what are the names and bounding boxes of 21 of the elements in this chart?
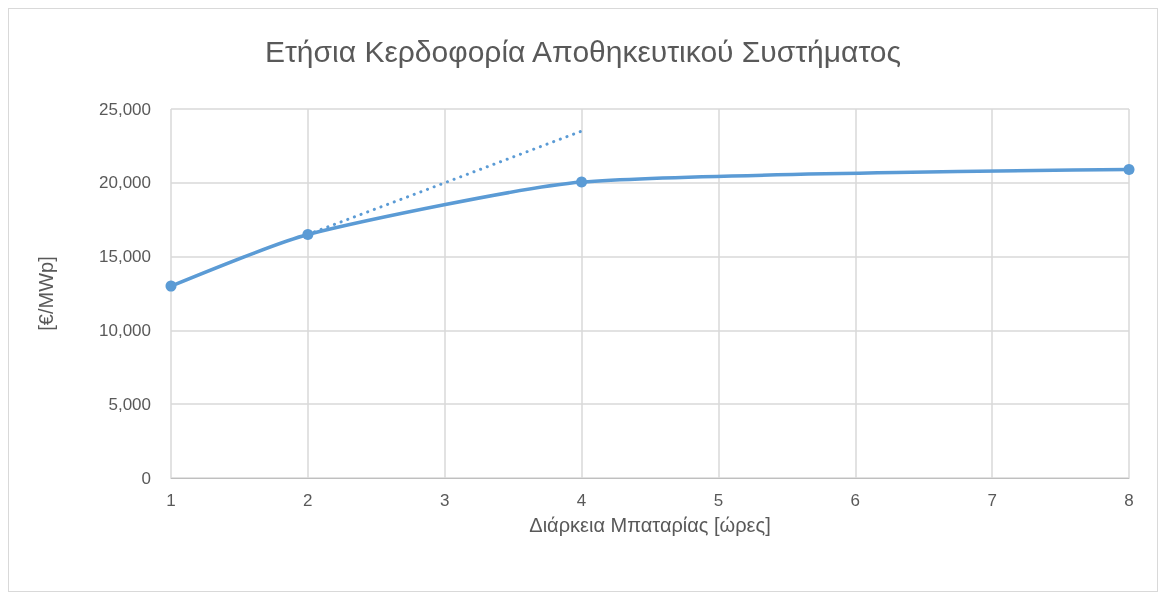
y-tick-label: 20,000 bbox=[99, 173, 151, 193]
x-axis-title: Διάρκεια Μπαταρίας [ώρες] bbox=[529, 514, 771, 536]
x-tick-label: 6 bbox=[850, 491, 861, 510]
x-tick-label: 7 bbox=[987, 491, 997, 510]
point bbox=[576, 176, 588, 188]
point bbox=[165, 280, 177, 292]
x-tick-label: 2 bbox=[303, 491, 313, 510]
x-tick-label: 8 bbox=[1124, 491, 1134, 510]
y-tick-label: 25,000 bbox=[99, 99, 151, 119]
y-tick-label: 15,000 bbox=[99, 247, 151, 267]
y-tick-label: 0 bbox=[141, 468, 151, 488]
y-tick-label: 10,000 bbox=[99, 320, 151, 340]
x-tick-label: 4 bbox=[576, 491, 587, 510]
chart-title: Ετήσια Κερδοφορία Αποθηκευτικού Συστήματος bbox=[264, 34, 902, 68]
x-tick-label: 3 bbox=[439, 491, 450, 510]
x-tick-label: 1 bbox=[166, 491, 176, 510]
y-axis-title: [€/MWp] bbox=[35, 256, 57, 331]
y-tick-label: 5,000 bbox=[108, 394, 151, 414]
point bbox=[1123, 164, 1135, 176]
x-tick-label: 5 bbox=[713, 491, 724, 510]
point bbox=[302, 228, 314, 240]
